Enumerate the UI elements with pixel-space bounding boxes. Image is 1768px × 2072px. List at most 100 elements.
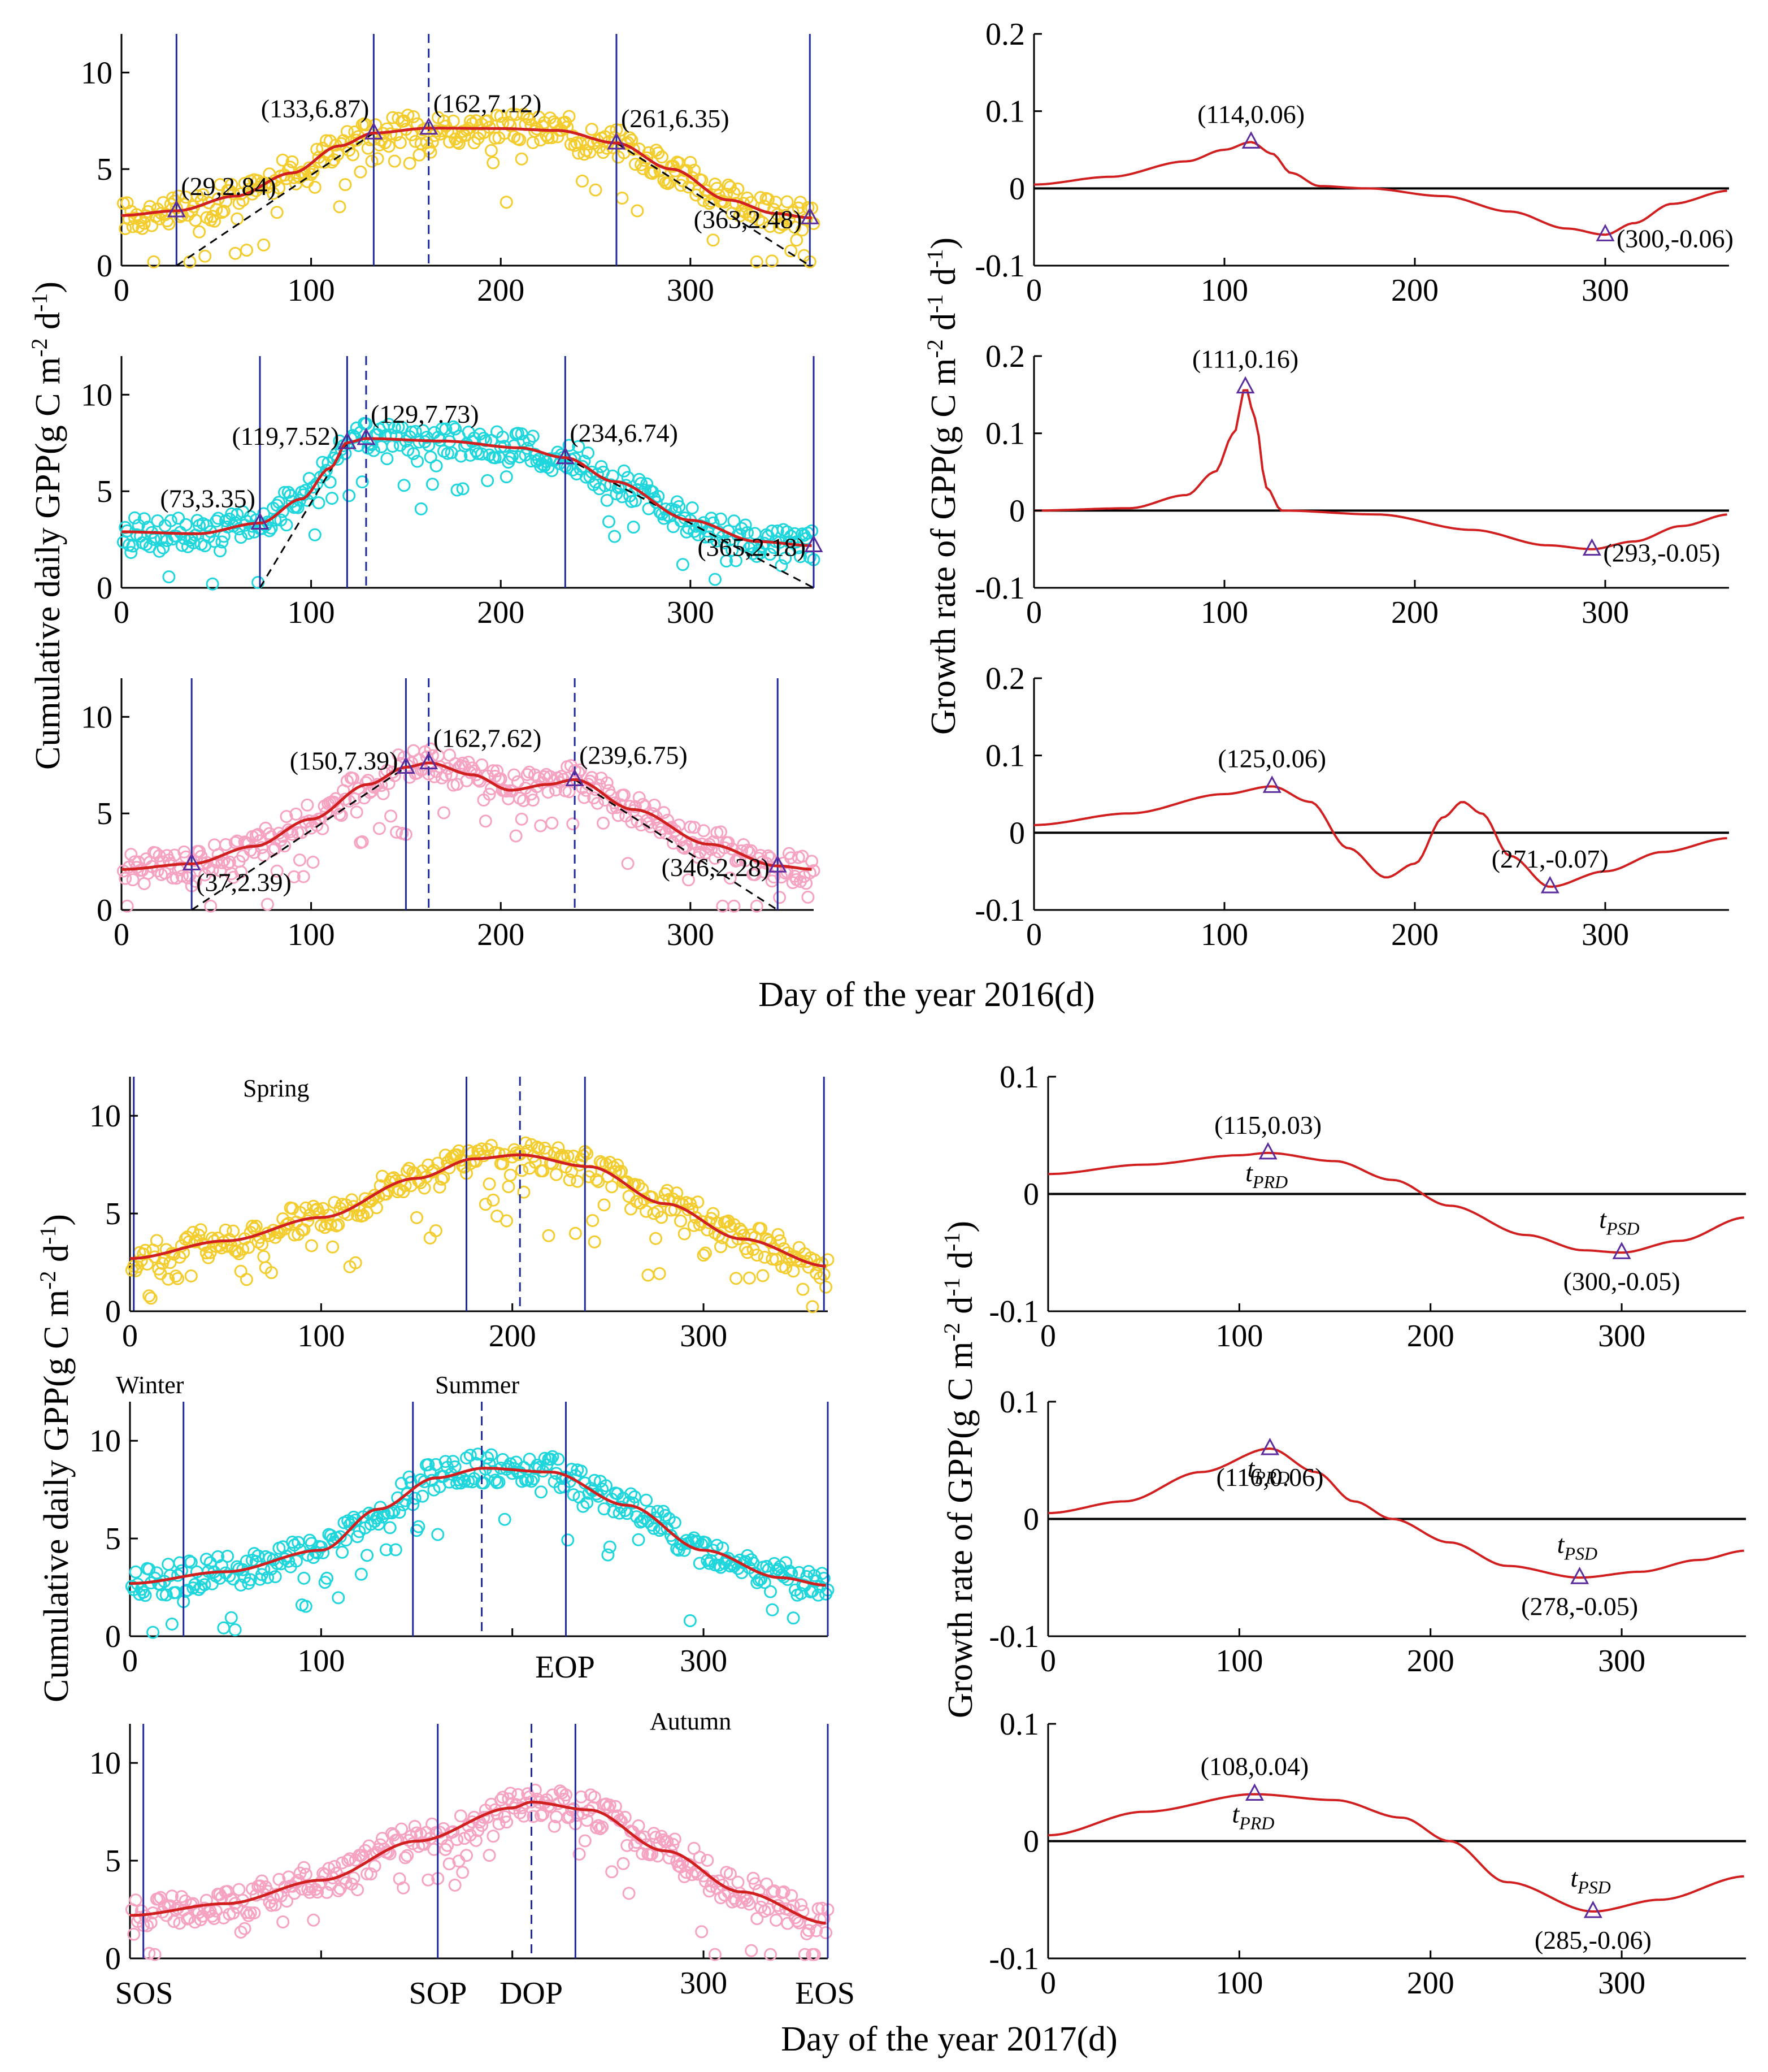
- scatter-point: [481, 474, 494, 487]
- scatter-point: [207, 1912, 221, 1925]
- t-prd-symbol: tPRD: [1247, 1454, 1289, 1488]
- x-tick-label: 200: [1391, 917, 1439, 952]
- scatter-point: [596, 1820, 609, 1833]
- scatter-point: [706, 233, 720, 247]
- scatter-point: [194, 1223, 207, 1237]
- scatter-point: [771, 1228, 785, 1241]
- fitted-curve: [121, 437, 812, 547]
- transition-marker: [250, 512, 270, 530]
- x-tick-label: 0: [1026, 917, 1042, 952]
- scatter-point: [437, 806, 450, 820]
- scatter-point: [750, 899, 763, 913]
- scatter-point: [814, 1271, 827, 1285]
- scatter-point: [127, 1927, 141, 1941]
- scatter-point: [479, 1198, 492, 1211]
- extreme-marker: [1583, 1900, 1602, 1918]
- scatter-point: [687, 1841, 701, 1855]
- x-tick-label: 0: [1026, 595, 1042, 630]
- scatter-point: [810, 1924, 823, 1937]
- scatter-point: [496, 1791, 510, 1804]
- extreme-marker: [1262, 775, 1282, 793]
- scatter-point: [146, 1625, 160, 1639]
- scatter-point: [593, 1822, 607, 1835]
- scatter-point: [355, 475, 369, 489]
- scatter-point: [668, 1516, 681, 1529]
- gpp-panel-2017-1: 0 100 200 300 0 5 10: [89, 1077, 835, 1354]
- gpp-panel-2016-2: (73,3.35) (119,7.52) (129,7.73) (234,6.74) (…: [81, 356, 823, 630]
- scatter-point: [129, 1565, 142, 1579]
- scatter-point: [779, 1556, 793, 1570]
- x-tick-label: 200: [477, 917, 524, 952]
- scatter-point: [257, 848, 271, 862]
- scatter-point: [486, 1465, 500, 1479]
- scatter-point: [247, 1906, 261, 1919]
- scatter-point: [264, 1266, 278, 1280]
- scatter-point: [727, 899, 741, 913]
- scatter-point: [255, 1238, 268, 1251]
- fitted-curve: [121, 127, 812, 220]
- phase-label-eos: EOS: [795, 1976, 855, 2011]
- scatter-point: [192, 1228, 206, 1242]
- scatter-point: [621, 471, 635, 484]
- scatter-point: [646, 167, 659, 180]
- extreme-label: (116,0.06): [1217, 1463, 1324, 1492]
- scatter-point: [693, 1850, 706, 1864]
- svg-text:Growth rate of GPP(g C m-2 d-1: Growth rate of GPP(g C m-2 d-1 d-1): [922, 237, 963, 735]
- scatter-point: [439, 422, 453, 436]
- scatter-point: [524, 454, 538, 468]
- scatter-point: [318, 155, 331, 169]
- scatter-point: [240, 1273, 253, 1286]
- scatter-point: [588, 1791, 601, 1804]
- scatter-point: [432, 431, 445, 444]
- scatter-point: [685, 501, 699, 515]
- scatter-point: [745, 1944, 758, 1957]
- scatter-point: [499, 470, 513, 484]
- scatter-point: [819, 1926, 833, 1939]
- scatter-point: [819, 1280, 833, 1294]
- scatter-point: [517, 1185, 531, 1199]
- scatter-point: [750, 1249, 764, 1262]
- scatter-point: [305, 168, 318, 181]
- scatter-point: [469, 1833, 483, 1847]
- scatter-point: [741, 526, 754, 539]
- scatter-point: [641, 1268, 655, 1282]
- scatter-point: [614, 123, 627, 137]
- scatter-point: [206, 1232, 219, 1245]
- scatter-point: [431, 1528, 445, 1541]
- y-axis-label-text: Growth rate of GPP(g C m: [924, 358, 963, 735]
- scatter-point: [153, 544, 166, 558]
- y-tick-label: 10: [81, 378, 112, 413]
- scatter-point: [458, 129, 471, 142]
- scatter-point: [305, 1239, 318, 1252]
- scatter-point: [280, 518, 293, 532]
- scatter-point: [369, 118, 383, 132]
- scatter-point: [391, 1185, 405, 1199]
- scatter-point: [293, 853, 306, 867]
- scatter-point: [446, 114, 460, 128]
- y-tick-label: 0: [97, 893, 112, 928]
- svg-text:Growth rate of GPP(g C m-2 d-1: Growth rate of GPP(g C m-2 d-1 d-1): [939, 1221, 980, 1718]
- scatter-point: [401, 1849, 414, 1862]
- scatter-point: [291, 501, 305, 514]
- tangent-line: [191, 766, 407, 911]
- scatter-point: [446, 420, 460, 434]
- scatter-point: [387, 1505, 401, 1518]
- scatter-point: [441, 1839, 454, 1852]
- scatter-point: [500, 1815, 514, 1829]
- scatter-point: [280, 1218, 293, 1232]
- x-tick-label: 0: [1026, 273, 1042, 308]
- scatter-point: [347, 1510, 360, 1524]
- y-tick-label: 10: [89, 1424, 121, 1459]
- scatter-point: [787, 1611, 800, 1625]
- scatter-point: [179, 518, 193, 531]
- scatter-point: [594, 460, 608, 473]
- scatter-point: [627, 521, 640, 534]
- scatter-point: [566, 129, 580, 142]
- y-tick-label: 0: [97, 571, 112, 606]
- scatter-point: [748, 868, 762, 881]
- scatter-point: [310, 477, 324, 491]
- extreme-marker: [1236, 376, 1255, 394]
- scatter-point: [314, 1875, 328, 1889]
- scatter-point: [320, 463, 333, 477]
- scatter-point: [410, 1211, 423, 1224]
